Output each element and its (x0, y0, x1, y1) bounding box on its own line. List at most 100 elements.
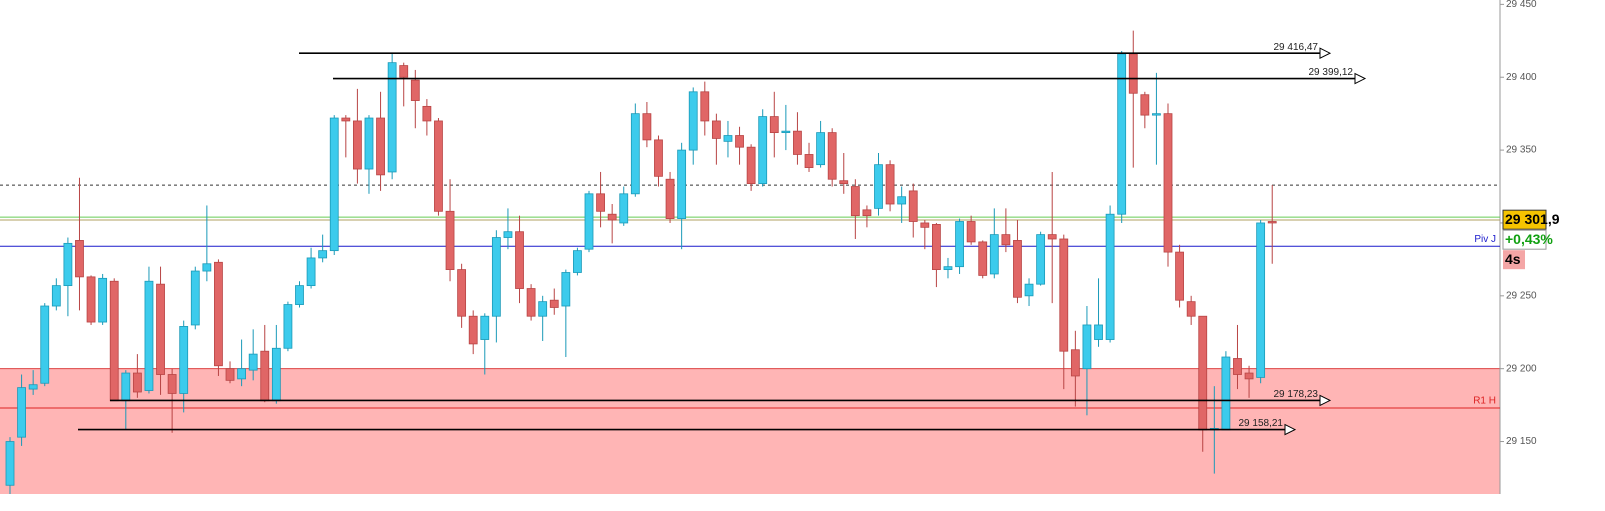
candle-body (132, 372, 142, 393)
candle-body (1175, 251, 1184, 301)
candle-body (827, 132, 837, 180)
candle-body (839, 180, 849, 185)
candle-body (1001, 234, 1011, 246)
candle-body (538, 301, 548, 317)
candle-body (156, 283, 165, 375)
level-label: 29 399,12 (1309, 67, 1354, 78)
candle-body (98, 277, 108, 323)
candle-body (630, 113, 640, 195)
candle-body (781, 130, 791, 134)
candle-body (28, 384, 38, 390)
candle-body (457, 269, 467, 317)
candle-body (144, 280, 154, 391)
candle-body (897, 196, 907, 205)
candle-body (225, 368, 235, 381)
candle-body (642, 113, 652, 141)
candle-body (654, 139, 663, 177)
candle-body (75, 240, 84, 278)
candle-body (491, 237, 501, 317)
candle-body (746, 146, 756, 185)
candle-body (468, 315, 478, 345)
candle-body (1082, 324, 1092, 370)
candle-body (1105, 213, 1115, 340)
level-arrow (1354, 72, 1367, 85)
candle-body (816, 132, 825, 166)
candle-body (700, 91, 710, 122)
candle-body (1198, 315, 1208, 431)
candle-body (526, 288, 536, 317)
candle-body (561, 272, 571, 307)
y-tick-label: 29 450 (1506, 0, 1537, 10)
zone (0, 368, 1500, 494)
y-tick-label: 29 250 (1506, 290, 1537, 301)
candle-body (1267, 221, 1277, 224)
candle-body (121, 372, 131, 402)
candle-body (503, 231, 513, 238)
candle-body (51, 285, 61, 307)
candle-body (329, 117, 339, 252)
candle-body (688, 91, 698, 151)
candle-body (1128, 53, 1138, 94)
candle-body (214, 261, 223, 367)
candle-body (260, 350, 270, 402)
candle-body (758, 116, 768, 185)
change-box (1502, 229, 1547, 250)
candle-body (364, 117, 374, 170)
candle-body (874, 164, 883, 209)
candle-body (607, 213, 617, 221)
candle-body (202, 263, 212, 272)
candle-body (955, 221, 964, 268)
candle-body (920, 222, 930, 228)
y-tick-label: 29 150 (1506, 436, 1537, 447)
candle-body (306, 257, 316, 287)
y-tick-label: 29 350 (1506, 145, 1537, 156)
candle-body (1094, 324, 1103, 340)
timer-box (1503, 250, 1525, 270)
candle-body (943, 266, 953, 270)
pivot-label: Piv J (1474, 234, 1496, 245)
candle-body (850, 186, 860, 217)
candle-body (283, 304, 293, 349)
level-arrow (1319, 47, 1332, 60)
candle-body (1070, 349, 1080, 377)
candle-body (723, 135, 733, 142)
candle-body (804, 154, 814, 168)
candle-body (1140, 94, 1150, 116)
level-label: 29 178,23 (1274, 389, 1319, 400)
candle-body (248, 353, 258, 371)
candle-body (109, 280, 119, 402)
candle-body (1036, 234, 1046, 285)
candle-body (1233, 358, 1242, 375)
candle-body (515, 231, 524, 289)
candle-body (422, 105, 432, 122)
level-label: 29 416,47 (1274, 42, 1319, 53)
candle-body (908, 190, 918, 222)
y-tick-label: 29 400 (1506, 72, 1537, 83)
candle-body (1024, 283, 1034, 297)
candle-body (573, 250, 582, 273)
candle-body (434, 120, 443, 212)
candle-body (735, 135, 744, 148)
candle-body (1059, 238, 1069, 352)
candle-body (318, 250, 328, 259)
candle-body (63, 242, 73, 287)
candle-body (341, 117, 351, 122)
candle-body (932, 224, 941, 270)
candle-body (410, 79, 420, 101)
candle-body (295, 285, 304, 305)
candle-body (1256, 222, 1266, 378)
candle-body (1221, 356, 1231, 431)
candle-body (989, 234, 999, 275)
candle-body (352, 120, 362, 170)
candle-body (1186, 301, 1196, 317)
candle-body (978, 241, 988, 276)
price-box (1502, 209, 1547, 230)
candle-body (966, 221, 976, 243)
candle-body (665, 178, 675, 219)
candle-body (549, 299, 559, 308)
candle-body (885, 164, 895, 205)
price-label: 29 301,9 (1505, 211, 1560, 227)
candle-body (387, 62, 397, 173)
candle-body (17, 387, 26, 438)
